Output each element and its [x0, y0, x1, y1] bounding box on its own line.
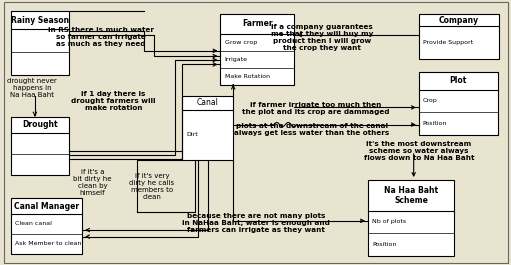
Text: Crop: Crop — [423, 99, 437, 103]
Text: if it's a
bit dirty he
clean by
himself: if it's a bit dirty he clean by himself — [73, 169, 111, 196]
Text: Drought: Drought — [22, 120, 58, 129]
Text: Make Rotation: Make Rotation — [224, 74, 269, 79]
Text: if it's very
dirty he calls
members to
clean: if it's very dirty he calls members to c… — [129, 173, 174, 200]
Text: Na Haa Baht
Scheme: Na Haa Baht Scheme — [384, 186, 438, 205]
Text: Provide Support: Provide Support — [423, 40, 473, 45]
Text: Canal: Canal — [197, 98, 219, 107]
Bar — [419, 14, 499, 59]
Bar — [11, 198, 82, 254]
Text: drought never
happens in
Na Haa Baht: drought never happens in Na Haa Baht — [8, 78, 57, 98]
Bar — [11, 11, 69, 74]
Text: Nb of plots: Nb of plots — [372, 219, 406, 224]
Bar — [182, 96, 233, 160]
Text: Irrigate: Irrigate — [224, 57, 247, 62]
Bar — [11, 117, 69, 175]
Text: Position: Position — [372, 242, 397, 248]
Bar — [220, 14, 294, 85]
Text: Farmer: Farmer — [242, 19, 273, 28]
Text: in RS there is much water
so farmer can irrigate
as much as they need: in RS there is much water so farmer can … — [48, 27, 154, 47]
Bar — [368, 180, 454, 257]
Text: Plot: Plot — [450, 76, 467, 85]
Text: if 1 day there is
drought farmers will
make rotation: if 1 day there is drought farmers will m… — [72, 91, 156, 111]
Text: if farmer irrigate too much then
the plot and its crop are dammaged: if farmer irrigate too much then the plo… — [242, 102, 390, 115]
Text: if a company guarantees
me that they will buy my
product then I will grow
the cr: if a company guarantees me that they wil… — [271, 24, 374, 51]
Text: Grow crop: Grow crop — [224, 40, 257, 45]
Text: Position: Position — [423, 121, 447, 126]
Text: it's the most downstream
scheme so water always
flows down to Na Haa Baht: it's the most downstream scheme so water… — [363, 141, 474, 161]
Text: because there are not many plots
in NaHaa Baht, water is enough and
farmers can : because there are not many plots in NaHa… — [182, 213, 330, 233]
Text: Clean canal: Clean canal — [15, 221, 52, 226]
Text: plots at the downstream of the canal
always get less water than the others: plots at the downstream of the canal alw… — [235, 123, 389, 136]
Text: Company: Company — [439, 16, 479, 25]
Text: Rainy Season: Rainy Season — [11, 16, 69, 25]
Text: Canal Manager: Canal Manager — [14, 202, 79, 211]
Bar — [419, 72, 498, 135]
Text: Dirt: Dirt — [187, 132, 198, 138]
Text: Ask Member to clean: Ask Member to clean — [15, 241, 82, 246]
